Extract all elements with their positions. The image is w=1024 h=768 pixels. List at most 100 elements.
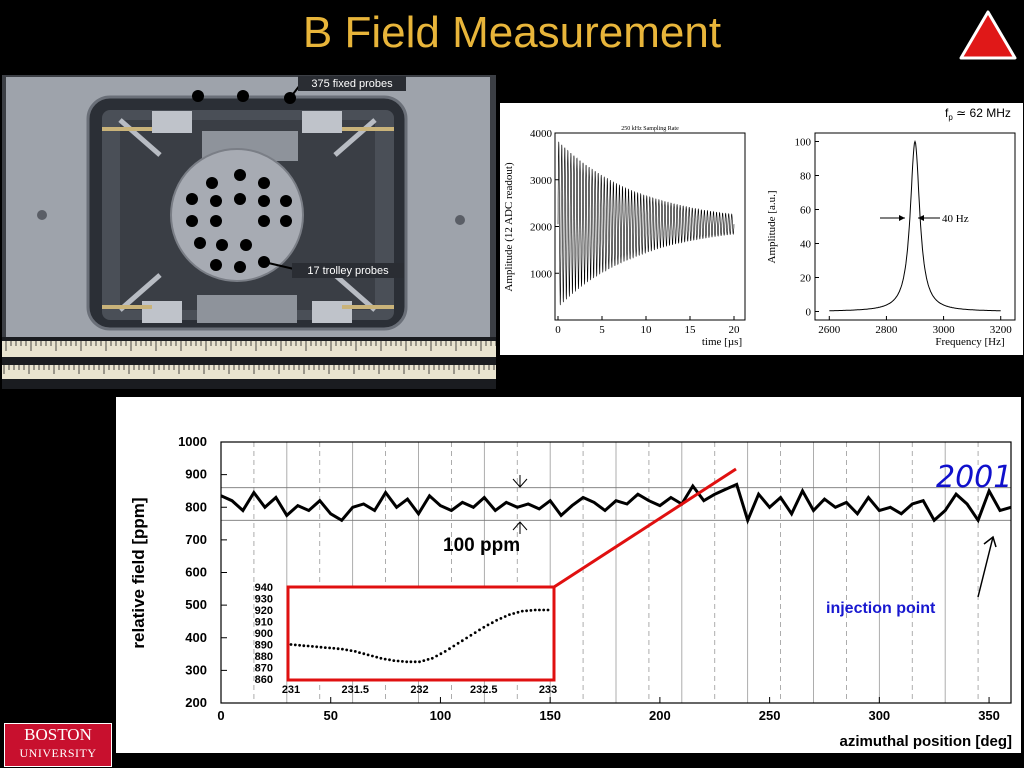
inset-point — [379, 656, 383, 660]
scale-bar-annotation: 100 ppm — [443, 475, 528, 556]
ruler-strip — [2, 341, 496, 357]
inset-point — [452, 644, 456, 648]
fid-signal-and-spectrum: 250 kHz Sampling Rate Amplitude (12 ADC … — [500, 103, 1023, 355]
inset-point — [542, 608, 546, 612]
inset-point — [358, 651, 361, 654]
x-tick-label: 250 — [759, 708, 781, 723]
inset-point — [538, 608, 541, 612]
x-tick-label: 20 — [729, 324, 741, 336]
x-tick-label: 0 — [217, 708, 224, 723]
y-tick-label: 4000 — [530, 128, 553, 140]
injection-point-label: injection point — [826, 600, 936, 617]
peak-width-annotation: 40 Hz — [880, 213, 969, 225]
y-tick-label: 2000 — [530, 222, 553, 234]
inset-point — [366, 653, 370, 657]
inset-point — [375, 655, 379, 659]
inset-point — [319, 645, 323, 649]
inset-point — [349, 649, 353, 652]
inset-point — [341, 647, 344, 651]
inset-point — [482, 625, 486, 629]
x-tick-label: 10 — [641, 324, 653, 336]
y-tick-label: 300 — [185, 662, 207, 677]
inset-point — [460, 639, 464, 643]
logo-line-1: BOSTON — [24, 725, 92, 744]
inset-point — [499, 617, 503, 620]
inset-point — [503, 615, 507, 618]
inset-point — [443, 650, 447, 653]
inset-point — [418, 660, 421, 664]
inset-x-tick-label: 231.5 — [341, 684, 369, 696]
y-tick-label: 400 — [185, 630, 207, 645]
inset-point — [533, 608, 537, 612]
peak-width-label: 40 Hz — [942, 213, 969, 225]
inset-x-tick-label: 233 — [539, 684, 557, 696]
inset-point — [422, 659, 426, 662]
inset-point — [396, 659, 400, 663]
inset-point — [392, 659, 396, 662]
inset-point — [298, 643, 301, 647]
inset-point — [456, 641, 460, 645]
inset-y-tick-label: 890 — [255, 640, 273, 652]
slide-title: B Field Measurement — [302, 8, 722, 57]
x-tick-label: 15 — [685, 324, 697, 336]
inset-point — [323, 646, 327, 649]
time-plot-xlabel: time [µs] — [702, 336, 742, 348]
inset-y-tick-label: 880 — [255, 651, 273, 663]
y-tick-label: 900 — [185, 467, 207, 482]
inset-point — [520, 609, 524, 613]
field-map-chart: 0 50 100 150 200 250 300 350 200 300 400 500 600 700 8… — [116, 397, 1021, 753]
y-tick-label: 500 — [185, 597, 207, 612]
probe-assembly-photo: 375 fixed probes 17 trolley probes — [2, 75, 496, 389]
inset-point — [293, 643, 297, 647]
inset-point — [289, 643, 293, 646]
y-tick-label: 1000 — [178, 434, 207, 449]
inset-point — [435, 654, 438, 658]
inset-point — [383, 657, 387, 661]
boston-university-logo: BOSTON UNIVERSITY — [4, 723, 112, 767]
inset-y-tick-label: 930 — [255, 594, 273, 606]
zoom-connector-line — [553, 467, 737, 589]
y-tick-label: 100 — [795, 137, 812, 149]
inset-point — [371, 654, 374, 658]
y-tick-label: 200 — [185, 695, 207, 710]
spectrum-ylabel: Amplitude [a.u.] — [766, 190, 778, 263]
fixed-probes-label: 375 fixed probes — [311, 78, 393, 90]
inset-x-tick-label: 231 — [282, 684, 300, 696]
inset-point — [490, 621, 494, 625]
inset-point — [439, 652, 443, 656]
x-tick-label: 2800 — [875, 324, 898, 336]
inset-point — [469, 633, 473, 637]
inset-y-tick-label: 910 — [255, 617, 273, 629]
inset-point — [328, 646, 331, 650]
trolley-probe-holes — [186, 169, 292, 273]
x-tick-label: 300 — [868, 708, 890, 723]
nav-triangle-icon[interactable] — [955, 8, 1019, 64]
spectrum-peak-line — [829, 139, 1001, 312]
scale-bar-label: 100 ppm — [443, 535, 520, 556]
y-tick-label: 1000 — [530, 268, 553, 280]
inset-point — [345, 648, 349, 652]
inset-point — [486, 623, 490, 627]
ruler — [2, 341, 496, 379]
inset-point — [332, 646, 336, 650]
inset-point — [302, 644, 306, 648]
inset-point — [353, 650, 357, 653]
injection-point-annotation: injection point — [826, 535, 997, 617]
y-tick-label: 40 — [800, 239, 812, 251]
inset-point — [508, 613, 511, 616]
y-tick-label: 0 — [806, 307, 812, 319]
x-tick-label: 50 — [323, 708, 337, 723]
y-tick-label: 600 — [185, 565, 207, 580]
inset-y-tick-label: 920 — [255, 605, 273, 617]
inset-point — [516, 610, 520, 614]
x-tick-label: 5 — [599, 324, 605, 336]
ruler-strip — [2, 365, 496, 379]
trolley-probes-label: 17 trolley probes — [307, 265, 389, 277]
field-series-line — [220, 482, 1012, 525]
inset-point — [525, 609, 528, 613]
main-ylabel: relative field [ppm] — [129, 497, 148, 648]
x-tick-label: 3000 — [933, 324, 956, 336]
inset-point — [306, 644, 310, 648]
logo-line-2: UNIVERSITY — [19, 746, 97, 760]
x-tick-label: 100 — [430, 708, 452, 723]
